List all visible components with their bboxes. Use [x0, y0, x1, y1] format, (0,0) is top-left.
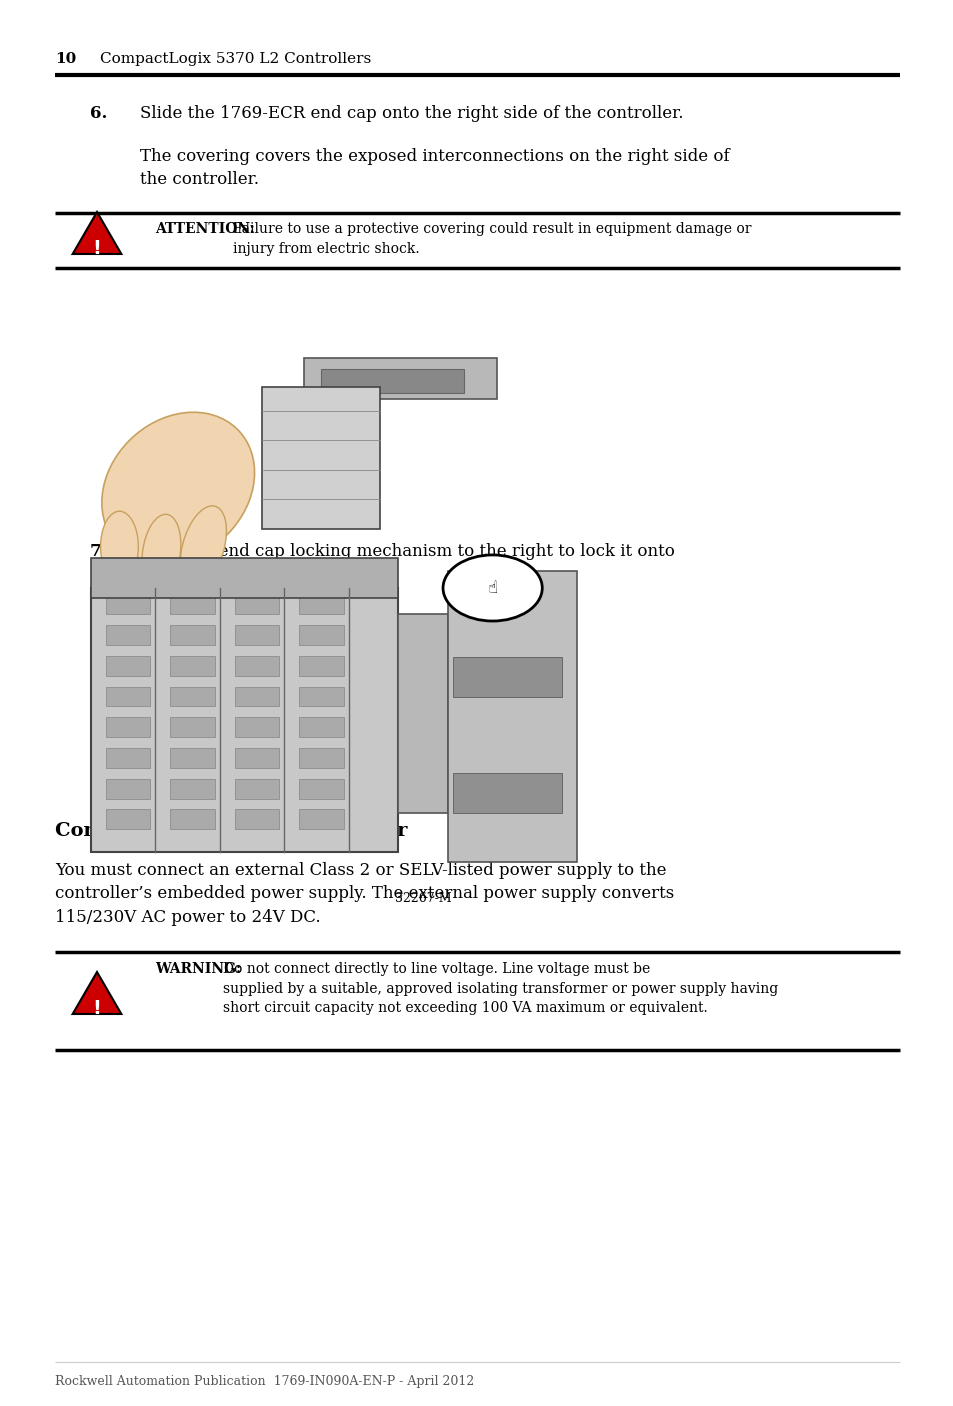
Bar: [91, 558, 398, 598]
Text: Slide the 1769-ECR end cap onto the right side of the controller.: Slide the 1769-ECR end cap onto the righ…: [140, 105, 682, 122]
Ellipse shape: [180, 506, 226, 588]
Text: CompactLogix 5370 L2 Controllers: CompactLogix 5370 L2 Controllers: [100, 52, 371, 66]
Bar: [299, 595, 343, 614]
Bar: [262, 387, 379, 529]
Circle shape: [442, 555, 541, 621]
Bar: [320, 370, 463, 394]
Bar: [170, 626, 214, 645]
Bar: [170, 810, 214, 830]
Polygon shape: [72, 972, 121, 1014]
Text: ATTENTION:: ATTENTION:: [154, 222, 254, 236]
Bar: [448, 571, 577, 862]
Text: Connect Power to the Controller: Connect Power to the Controller: [55, 823, 407, 839]
Bar: [234, 717, 279, 737]
Bar: [106, 686, 151, 706]
Text: ☝: ☝: [487, 579, 497, 598]
Polygon shape: [72, 212, 121, 254]
Bar: [299, 748, 343, 768]
Bar: [234, 748, 279, 768]
Bar: [234, 779, 279, 799]
Text: !: !: [92, 239, 101, 257]
Text: 10: 10: [55, 52, 76, 66]
Text: WARNING:: WARNING:: [154, 962, 241, 976]
Bar: [234, 626, 279, 645]
Bar: [170, 657, 214, 676]
Bar: [453, 773, 561, 813]
Text: Rockwell Automation Publication  1769-IN090A-EN-P - April 2012: Rockwell Automation Publication 1769-IN0…: [55, 1375, 474, 1388]
Ellipse shape: [100, 512, 138, 582]
Bar: [170, 748, 214, 768]
Bar: [170, 595, 214, 614]
Text: 7.: 7.: [90, 543, 108, 560]
Text: The covering covers the exposed interconnections on the right side of
the contro: The covering covers the exposed intercon…: [140, 148, 729, 188]
Text: You must connect an external Class 2 or SELV-listed power supply to the
controll: You must connect an external Class 2 or …: [55, 862, 674, 927]
Bar: [234, 595, 279, 614]
Text: 32267-M: 32267-M: [395, 891, 451, 905]
Ellipse shape: [142, 515, 181, 591]
Text: 32258-M: 32258-M: [385, 619, 441, 633]
Bar: [304, 357, 497, 399]
Bar: [170, 686, 214, 706]
Bar: [170, 717, 214, 737]
Bar: [106, 626, 151, 645]
Bar: [299, 657, 343, 676]
Bar: [299, 717, 343, 737]
Bar: [106, 810, 151, 830]
Bar: [299, 810, 343, 830]
Bar: [106, 717, 151, 737]
Bar: [234, 657, 279, 676]
Bar: [299, 779, 343, 799]
Bar: [299, 686, 343, 706]
Bar: [91, 588, 398, 852]
Text: Do not connect directly to line voltage. Line voltage must be
supplied by a suit: Do not connect directly to line voltage.…: [223, 962, 778, 1015]
Bar: [398, 614, 448, 813]
Bar: [106, 657, 151, 676]
Bar: [106, 595, 151, 614]
Text: Push the end cap locking mechanism to the right to lock it onto
the controller.: Push the end cap locking mechanism to th…: [140, 543, 674, 583]
Bar: [106, 748, 151, 768]
Bar: [234, 810, 279, 830]
Bar: [234, 686, 279, 706]
Bar: [170, 779, 214, 799]
Ellipse shape: [102, 412, 254, 562]
Text: Failure to use a protective covering could result in equipment damage or
injury : Failure to use a protective covering cou…: [233, 222, 751, 256]
Bar: [453, 658, 561, 697]
Bar: [299, 626, 343, 645]
Text: !: !: [92, 998, 101, 1018]
Text: 6.: 6.: [90, 105, 108, 122]
Bar: [106, 779, 151, 799]
